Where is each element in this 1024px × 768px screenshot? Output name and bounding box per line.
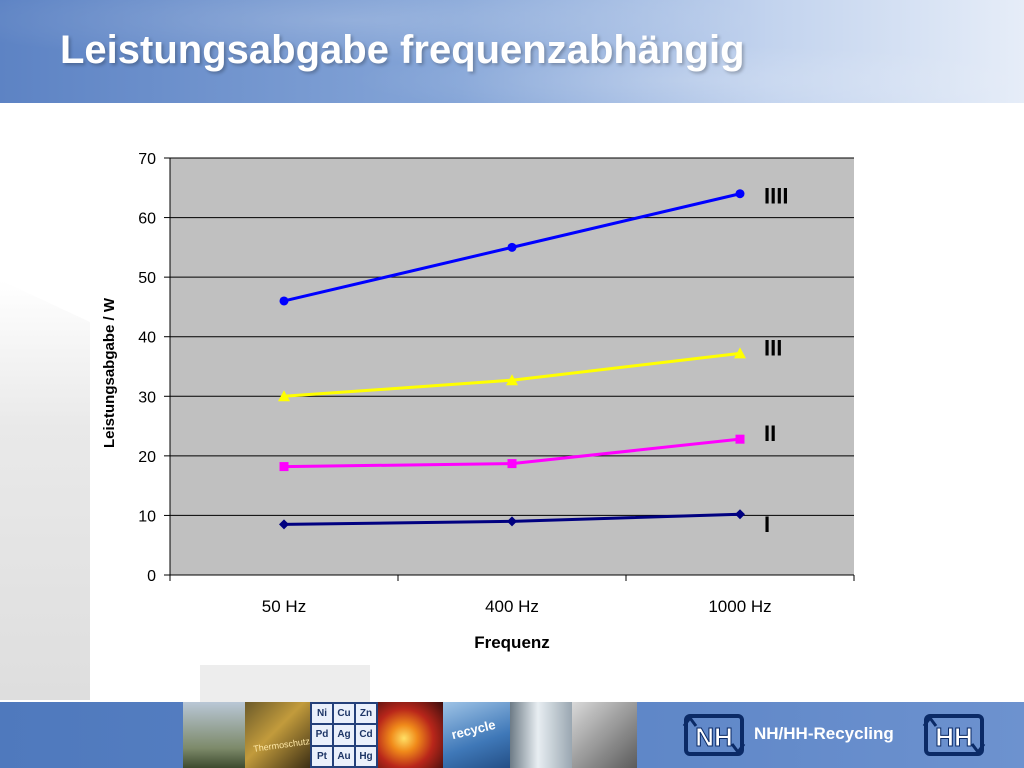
data-point	[279, 519, 289, 530]
periodic-cell: Ag	[334, 725, 354, 745]
photo-power-lines	[183, 702, 245, 768]
photo-fuse	[510, 702, 572, 768]
series-markers	[278, 189, 746, 530]
data-point	[279, 296, 289, 306]
data-point	[278, 390, 290, 402]
data-point	[506, 374, 518, 386]
periodic-cell: Zn	[356, 704, 376, 724]
y-tick-label: 30	[138, 389, 156, 406]
photo-scrap	[572, 702, 637, 768]
photo-periodic-table: Ni Cu Zn Pd Ag Cd Pt Au Hg	[310, 702, 378, 768]
x-tick-label: 400 Hz	[485, 597, 539, 616]
hh-logo-icon: HH	[922, 714, 986, 756]
background-decoration-bottom	[200, 665, 370, 705]
periodic-cell: Pd	[312, 725, 332, 745]
periodic-cell: Cu	[334, 704, 354, 724]
x-tick-label: 50 Hz	[262, 597, 306, 616]
hh-logo-text: HH	[935, 722, 973, 752]
y-axis-ticks: 0 10 20 30 40 50 60 70	[138, 151, 170, 585]
gridlines	[170, 157, 854, 516]
series-label: III	[764, 335, 782, 360]
y-tick-label: 40	[138, 330, 156, 347]
slide-title: Leistungsabgabe frequenzabhängig	[60, 28, 745, 72]
nh-logo-text: NH	[695, 722, 733, 752]
periodic-cell: Ni	[312, 704, 332, 724]
y-tick-label: 20	[138, 449, 156, 466]
data-point	[735, 189, 745, 199]
photo-recycle-label: recycle	[449, 716, 497, 743]
data-point	[735, 434, 745, 444]
data-point	[735, 509, 745, 520]
periodic-cell: Pt	[312, 746, 332, 766]
y-tick-label: 70	[138, 151, 156, 168]
series-label: IIII	[764, 184, 788, 209]
x-axis-title: Frequenz	[474, 633, 550, 652]
periodic-cell: Hg	[356, 746, 376, 766]
photo-thermoschutz: Thermoschutz	[245, 702, 310, 768]
data-point	[734, 347, 746, 359]
axes	[169, 158, 854, 576]
series-label: I	[764, 512, 770, 537]
photo-thermoschutz-label: Thermoschutz	[252, 736, 311, 754]
y-axis-title: Leistungsabgabe / W	[101, 297, 118, 448]
periodic-cell: Cd	[356, 725, 376, 745]
x-tick-label: 1000 Hz	[708, 597, 771, 616]
data-point	[507, 459, 517, 469]
nh-logo-icon: NH	[682, 714, 746, 756]
photo-light	[378, 702, 443, 768]
periodic-table-grid: Ni Cu Zn Pd Ag Cd Pt Au Hg	[310, 702, 378, 768]
plot-area	[170, 158, 854, 575]
title-banner: Leistungsabgabe frequenzabhängig	[0, 0, 1024, 103]
data-point	[279, 462, 289, 472]
y-tick-label: 60	[138, 211, 156, 228]
x-axis-ticks: 50 Hz 400 Hz 1000 Hz	[169, 575, 855, 616]
photo-recycle-key: recycle	[443, 702, 510, 768]
y-tick-label: 0	[147, 568, 156, 585]
background-decoration	[0, 280, 90, 700]
y-tick-label: 10	[138, 508, 156, 525]
periodic-cell: Au	[334, 746, 354, 766]
data-point	[507, 242, 517, 252]
series-label: II	[764, 421, 776, 446]
y-tick-label: 50	[138, 270, 156, 287]
brand-name: NH/HH-Recycling	[754, 724, 894, 743]
data-point	[507, 516, 517, 527]
